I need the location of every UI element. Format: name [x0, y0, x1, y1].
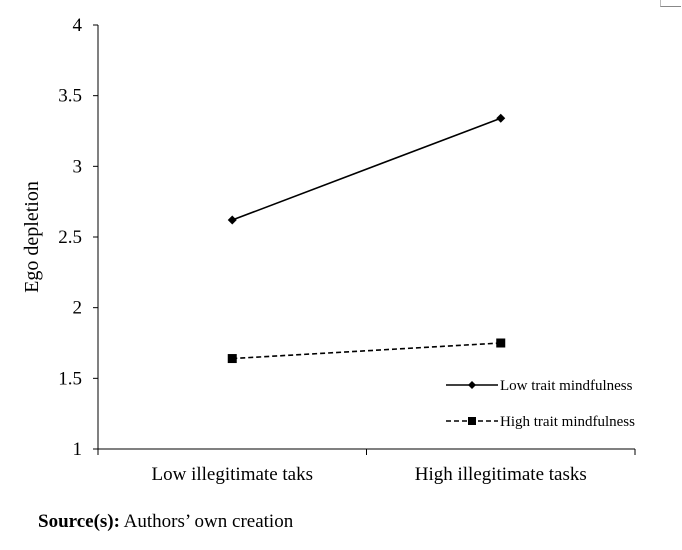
- y-tick-label: 3.5: [58, 86, 82, 107]
- y-tick-label: 4: [73, 15, 83, 36]
- y-axis-label: Ego depletion: [21, 181, 43, 293]
- y-tick-labels: 1 1.5 2 2.5 3 3.5 4: [58, 15, 82, 460]
- x-tick-labels: Low illegitimate taks High illegitimate t…: [152, 464, 587, 485]
- source-text: Authors’ own creation: [123, 511, 294, 532]
- data-point-diamond: [227, 215, 237, 225]
- series-line: [231, 117, 502, 221]
- x-tick-label: Low illegitimate taks: [152, 464, 313, 485]
- axes: [93, 24, 636, 455]
- data-point-square: [227, 354, 237, 364]
- y-tick-label: 3: [73, 156, 83, 177]
- source-label: Source(s):: [38, 511, 120, 532]
- legend: Low trait mindfulness High trait mindfuln…: [446, 378, 635, 430]
- y-tick-label: 2.5: [58, 227, 82, 248]
- series-layer: [227, 113, 506, 364]
- line-chart: 1 1.5 2 2.5 3 3.5 4 Low illegitimate taks High …: [21, 15, 636, 485]
- data-point-square: [496, 338, 506, 348]
- series-high-trait-mindfulness: [227, 338, 506, 364]
- legend-marker-diamond: [468, 381, 476, 389]
- legend-label: High trait mindfulness: [500, 414, 635, 430]
- series-low-trait-mindfulness: [227, 113, 506, 225]
- y-tick-label: 1.5: [58, 368, 82, 389]
- source-note: Source(s): Authors’ own creation: [38, 511, 293, 533]
- x-tick-label: High illegitimate tasks: [415, 464, 587, 485]
- corner-mark: [660, 0, 681, 7]
- y-tick-label: 2: [73, 298, 83, 319]
- legend-label: Low trait mindfulness: [500, 378, 633, 394]
- series-line: [232, 342, 501, 360]
- legend-marker-square: [468, 417, 476, 425]
- data-point-diamond: [496, 113, 506, 123]
- y-tick-label: 1: [73, 439, 83, 460]
